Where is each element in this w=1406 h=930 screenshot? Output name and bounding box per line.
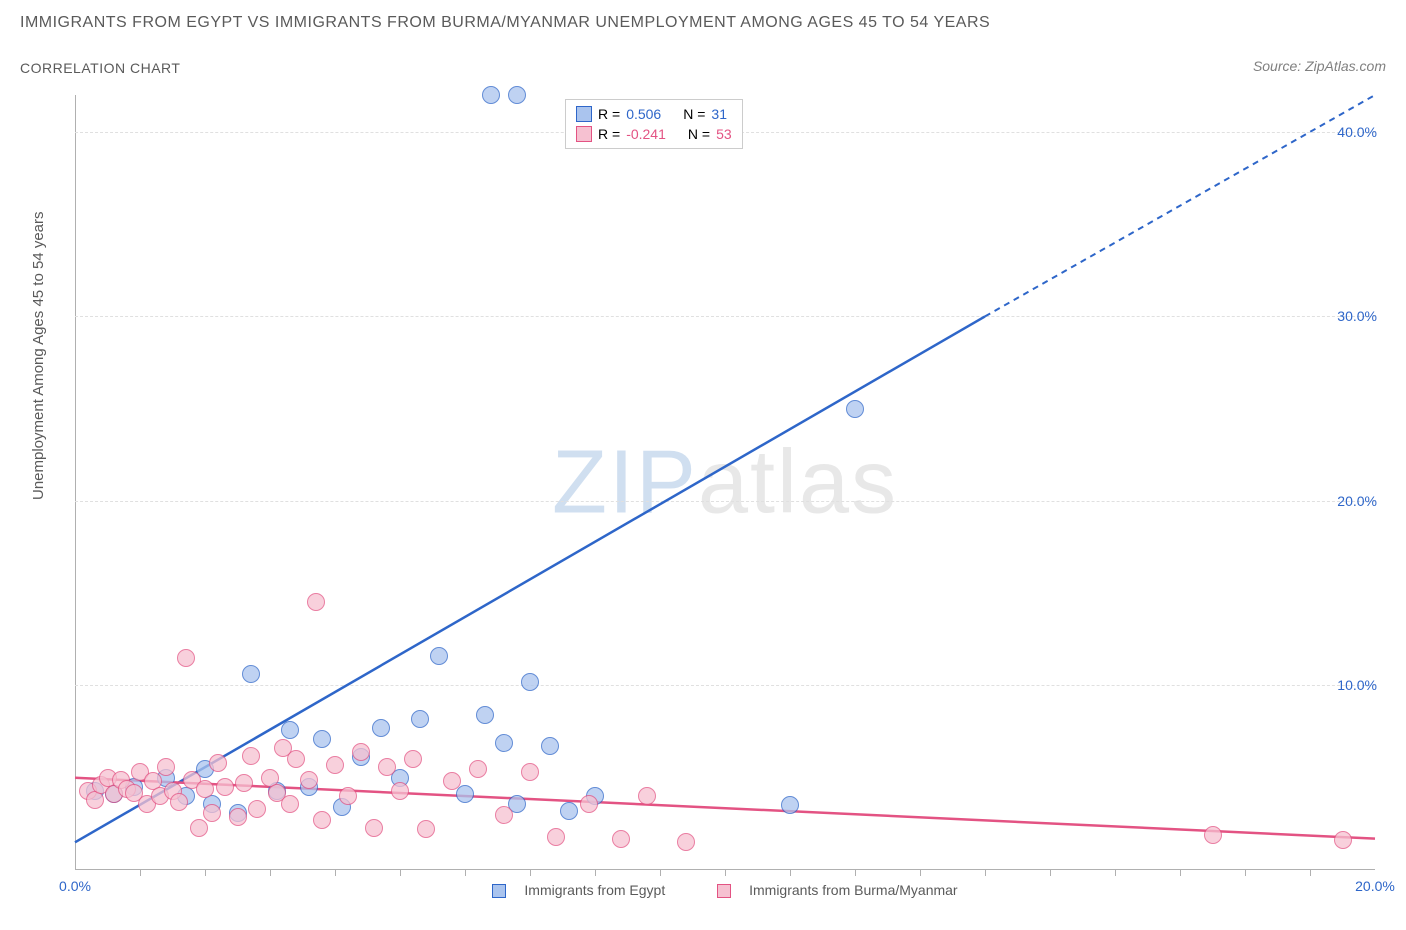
trendlines [75,95,1375,870]
scatter-point [190,819,208,837]
scatter-point [372,719,390,737]
legend-label-egypt: Immigrants from Egypt [524,882,665,898]
x-minor-tick [1050,870,1051,876]
scatter-point [216,778,234,796]
x-minor-tick [920,870,921,876]
scatter-point [157,758,175,776]
x-minor-tick [985,870,986,876]
scatter-point [352,743,370,761]
legend-n-label: N = [683,106,705,122]
scatter-point [1204,826,1222,844]
scatter-point [430,647,448,665]
scatter-point [378,758,396,776]
scatter-point [196,780,214,798]
x-minor-tick [595,870,596,876]
legend-r-label: R = [598,126,620,142]
scatter-point [638,787,656,805]
x-minor-tick [530,870,531,876]
legend-swatch-egypt [576,106,592,122]
legend-n-label: N = [688,126,710,142]
scatter-point [521,673,539,691]
scatter-point [177,649,195,667]
x-minor-tick [465,870,466,876]
legend-r-label: R = [598,106,620,122]
x-minor-tick [270,870,271,876]
scatter-point [677,833,695,851]
x-minor-tick [660,870,661,876]
scatter-point [482,86,500,104]
scatter-point [203,804,221,822]
scatter-point [560,802,578,820]
scatter-point [547,828,565,846]
chart-subtitle: CORRELATION CHART [20,60,180,76]
x-minor-tick [205,870,206,876]
scatter-point [300,771,318,789]
scatter-point [229,808,247,826]
scatter-point [281,795,299,813]
scatter-point [781,796,799,814]
scatter-point [313,730,331,748]
scatter-point [443,772,461,790]
scatter-point [242,665,260,683]
legend-r-value-burma: -0.241 [626,126,666,142]
legend-n-value-egypt: 31 [711,106,727,122]
scatter-point [495,734,513,752]
x-minor-tick [400,870,401,876]
chart-area: ZIPatlas 10.0%20.0%30.0%40.0% 0.0%20.0% … [75,95,1375,870]
x-minor-tick [1180,870,1181,876]
page-title: IMMIGRANTS FROM EGYPT VS IMMIGRANTS FROM… [20,14,990,32]
scatter-point [307,593,325,611]
y-axis-label: Unemployment Among Ages 45 to 54 years [30,211,47,500]
legend-r-value-egypt: 0.506 [626,106,661,122]
scatter-point [365,819,383,837]
legend-bottom: Immigrants from Egypt Immigrants from Bu… [75,882,1375,898]
scatter-point [404,750,422,768]
x-minor-tick [725,870,726,876]
scatter-point [612,830,630,848]
scatter-point [580,795,598,813]
x-minor-tick [1245,870,1246,876]
scatter-point [456,785,474,803]
x-minor-tick [1115,870,1116,876]
legend-stats-row-egypt: R = 0.506 N = 31 [576,104,732,124]
legend-item-burma: Immigrants from Burma/Myanmar [705,882,969,898]
scatter-point [287,750,305,768]
scatter-point [469,760,487,778]
x-minor-tick [855,870,856,876]
x-minor-tick [335,870,336,876]
legend-item-egypt: Immigrants from Egypt [480,882,677,898]
scatter-point [541,737,559,755]
scatter-point [846,400,864,418]
scatter-point [391,782,409,800]
scatter-point [417,820,435,838]
scatter-point [1334,831,1352,849]
scatter-point [339,787,357,805]
scatter-point [248,800,266,818]
legend-label-burma: Immigrants from Burma/Myanmar [749,882,957,898]
scatter-point [170,793,188,811]
scatter-point [326,756,344,774]
scatter-point [521,763,539,781]
legend-stats: R = 0.506 N = 31 R = -0.241 N = 53 [565,99,743,149]
x-minor-tick [790,870,791,876]
legend-n-value-burma: 53 [716,126,732,142]
scatter-point [281,721,299,739]
source-attribution: Source: ZipAtlas.com [1253,58,1386,74]
scatter-point [209,754,227,772]
scatter-point [495,806,513,824]
scatter-point [508,86,526,104]
legend-stats-row-burma: R = -0.241 N = 53 [576,124,732,144]
scatter-point [235,774,253,792]
scatter-point [476,706,494,724]
x-minor-tick [140,870,141,876]
scatter-point [313,811,331,829]
legend-swatch-burma [576,126,592,142]
scatter-point [411,710,429,728]
scatter-point [242,747,260,765]
x-minor-tick [1310,870,1311,876]
trendline-dashed [985,95,1375,316]
